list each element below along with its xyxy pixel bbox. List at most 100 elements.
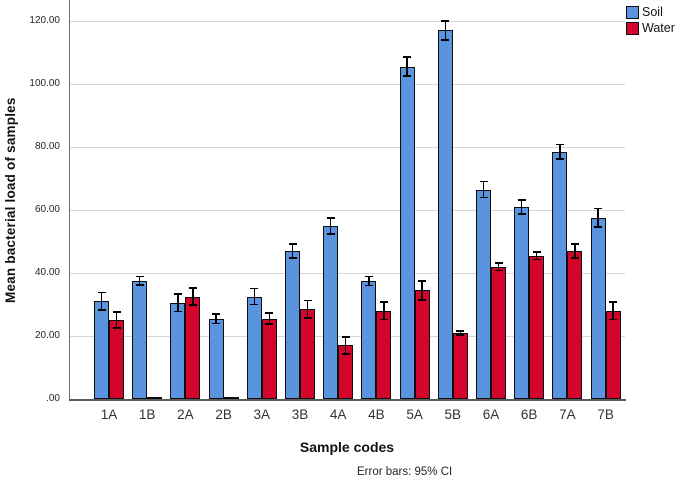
- error-bar-cap: [418, 279, 427, 282]
- error-bar: [344, 336, 347, 355]
- error-bar: [520, 198, 523, 215]
- error-bar-cap: [212, 322, 221, 325]
- x-axis-line: [69, 399, 626, 401]
- legend: Soil Water: [626, 5, 675, 37]
- error-bar-cap: [364, 284, 373, 287]
- error-bar: [115, 311, 118, 330]
- error-bar: [383, 301, 385, 321]
- x-tick-label: 7B: [597, 407, 614, 422]
- y-tick-label: 120.00: [29, 15, 60, 26]
- error-bar: [253, 287, 256, 306]
- bar-water-3B: [300, 309, 315, 399]
- legend-label-soil: Soil: [642, 5, 663, 19]
- x-tick-label: 4B: [368, 407, 385, 422]
- bar-soil-6B: [514, 206, 530, 399]
- error-bar-cap: [303, 299, 312, 302]
- gridline: [70, 84, 625, 85]
- error-bar: [138, 275, 141, 286]
- bar-soil-2B: [208, 318, 224, 399]
- error-bar-cap: [517, 198, 526, 201]
- bar-water-1B: [147, 397, 163, 399]
- x-tick-label: 5B: [444, 407, 462, 422]
- bar-soil-3B: [285, 250, 300, 399]
- error-bar-cap: [112, 327, 121, 330]
- error-bar-cap: [441, 38, 450, 41]
- error-bar-cap: [326, 232, 335, 235]
- error-bar: [497, 261, 500, 272]
- bar-soil-4A: [323, 225, 339, 399]
- bar-soil-4B: [361, 280, 377, 399]
- bar-soil-3A: [246, 296, 262, 399]
- error-bar-cap: [135, 284, 144, 286]
- error-bar-cap: [341, 353, 350, 355]
- x-tick-label: 6B: [520, 407, 538, 422]
- bar-water-2A: [185, 296, 201, 399]
- x-axis-title: Sample codes: [299, 439, 395, 455]
- error-bar: [535, 250, 538, 261]
- legend-item-soil: Soil: [626, 5, 675, 19]
- error-bar-cap: [517, 213, 526, 215]
- bar-water-5A: [414, 290, 430, 399]
- error-bar-cap: [379, 318, 388, 321]
- bar-water-2B: [223, 397, 239, 399]
- error-bar-caption: Error bars: 95% CI: [357, 466, 453, 478]
- error-bar-cap: [479, 196, 488, 199]
- x-tick-label: 7A: [559, 407, 576, 422]
- y-tick-label: 40.00: [34, 267, 60, 278]
- error-bar: [268, 312, 271, 325]
- error-bar-cap: [250, 303, 259, 306]
- error-bar-cap: [494, 269, 503, 272]
- error-bar-cap: [456, 334, 465, 336]
- error-bar: [406, 56, 408, 78]
- x-tick-label: 1A: [100, 407, 118, 422]
- error-bar-cap: [341, 336, 350, 338]
- error-bar-cap: [265, 323, 274, 325]
- bar-water-5B: [452, 332, 468, 399]
- gridline: [70, 210, 625, 211]
- bar-water-6B: [529, 255, 545, 399]
- bar-water-3A: [261, 318, 277, 399]
- error-bar-cap: [532, 258, 541, 261]
- bar-water-4B: [376, 310, 392, 399]
- error-bar-cap: [288, 257, 297, 259]
- bar-soil-1B: [132, 280, 148, 399]
- error-bar-cap: [173, 293, 182, 296]
- legend-label-water: Water: [642, 21, 675, 35]
- error-bar: [597, 207, 599, 228]
- error-bar-cap: [494, 261, 503, 264]
- gridline: [70, 273, 625, 274]
- gridline: [70, 147, 625, 148]
- error-bar-cap: [250, 287, 259, 290]
- y-tick-label: 100.00: [29, 78, 60, 89]
- x-tick-label: 2A: [177, 407, 194, 422]
- y-axis-line: [69, 0, 71, 399]
- error-bar-cap: [326, 216, 335, 219]
- bar-soil-2A: [170, 302, 186, 399]
- error-bar-cap: [403, 75, 412, 78]
- error-bar-cap: [403, 56, 412, 58]
- bar-soil-5A: [399, 66, 415, 399]
- error-bar-cap: [97, 291, 106, 294]
- error-bar-cap: [570, 257, 579, 259]
- error-bar-cap: [555, 158, 564, 160]
- error-bar-cap: [555, 143, 564, 146]
- legend-item-water: Water: [626, 21, 675, 35]
- error-bar-cap: [594, 226, 603, 228]
- error-bar-cap: [479, 180, 488, 183]
- y-tick-label: 20.00: [34, 330, 60, 341]
- error-bar-cap: [303, 317, 312, 319]
- error-bar-cap: [97, 309, 106, 311]
- x-tick-label: 3B: [291, 407, 309, 422]
- error-bar-cap: [212, 313, 221, 315]
- error-bar: [215, 313, 217, 325]
- error-bar-cap: [188, 304, 197, 307]
- error-bar: [306, 299, 309, 319]
- y-tick-label: 80.00: [34, 141, 60, 152]
- x-tick-label: 4A: [329, 407, 347, 422]
- x-tick-label: 3A: [253, 407, 271, 422]
- water-swatch-icon: [626, 21, 639, 35]
- x-tick-label: 5A: [406, 407, 423, 422]
- error-bar: [459, 330, 462, 336]
- bar-water-1A: [109, 320, 124, 399]
